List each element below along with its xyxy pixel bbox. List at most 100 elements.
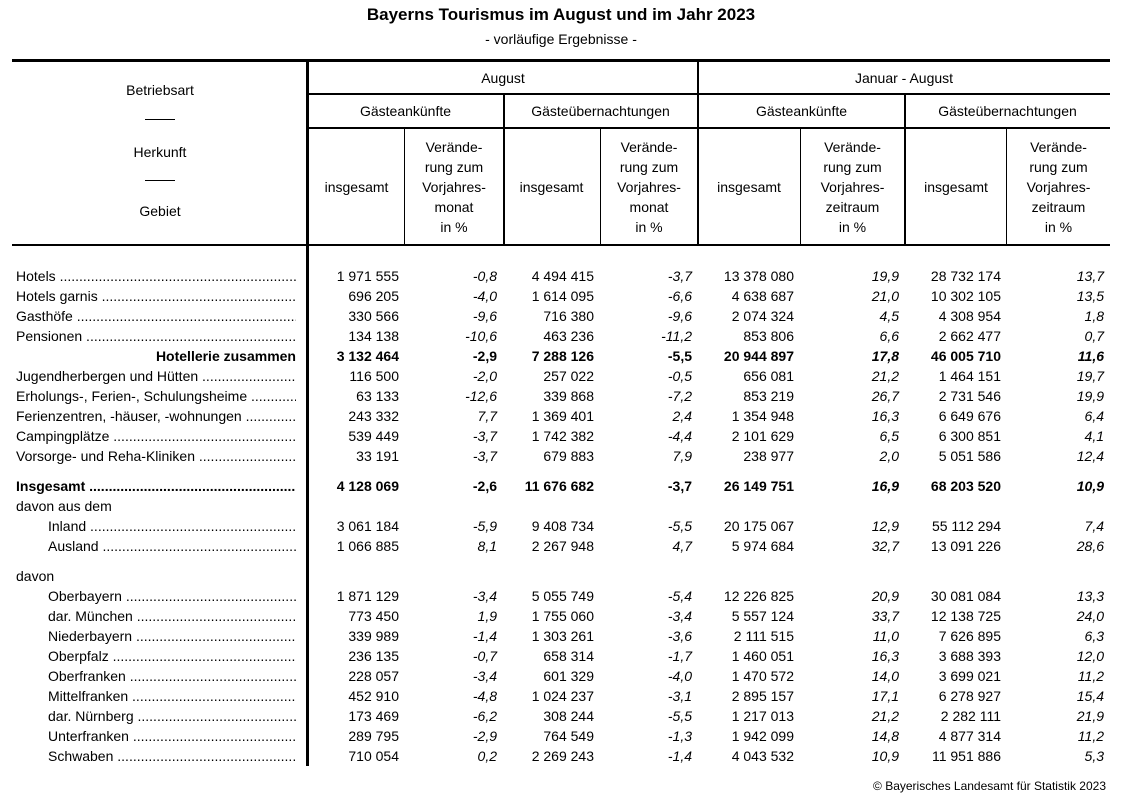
- total-cell: 228 057: [348, 668, 399, 684]
- total-cell: 12 226 825: [723, 588, 794, 604]
- column-divider: [697, 60, 699, 246]
- total-cell: 853 806: [743, 328, 794, 344]
- change-percent-cell: 28,6: [1076, 538, 1104, 554]
- total-cell: 656 081: [743, 368, 794, 384]
- table-row: Oberfranken 228 057 -3,4 601 329 -4,0 1 470 5…: [0, 666, 1122, 686]
- table-row: Mittelfranken 452 910 -4,8 1 024 237 -3,1 2 8…: [0, 686, 1122, 706]
- stub-header-betriebsart: Betriebsart: [126, 82, 194, 98]
- change-percent-cell: 24,0: [1076, 608, 1104, 624]
- change-percent-cell: 11,6: [1077, 348, 1104, 364]
- total-cell: 1 614 095: [531, 288, 594, 304]
- page-subtitle: - vorläufige Ergebnisse -: [485, 31, 637, 47]
- change-percent-cell: -4,0: [667, 668, 692, 684]
- row-label: Schwaben: [48, 746, 296, 766]
- total-cell: 46 005 710: [930, 348, 1001, 364]
- total-cell: 3 699 021: [938, 668, 1001, 684]
- change-percent-cell: -4,0: [472, 288, 497, 304]
- change-percent-cell: -11,2: [661, 328, 692, 344]
- column-header: insgesamt: [924, 178, 988, 195]
- change-percent-cell: 12,4: [1076, 448, 1104, 464]
- change-percent-cell: -5,9: [472, 518, 497, 534]
- change-percent-cell: 13,5: [1076, 288, 1104, 304]
- row-label: Hotellerie zusammen: [155, 348, 296, 364]
- change-percent-cell: 26,7: [871, 388, 899, 404]
- table-row: Unterfranken 289 795 -2,9 764 549 -1,3 1 942 …: [0, 726, 1122, 746]
- total-cell: 243 332: [348, 408, 399, 424]
- stub-separator: [145, 180, 175, 181]
- total-cell: 4 043 532: [731, 748, 794, 764]
- row-label: Hotels garnis: [16, 286, 296, 306]
- table-row: Oberpfalz 236 135 -0,7 658 314 -1,7 1 460 051…: [0, 646, 1122, 666]
- column-divider: [800, 128, 801, 246]
- total-cell: 710 054: [348, 748, 399, 764]
- change-percent-cell: 21,9: [1076, 708, 1104, 724]
- total-cell: 13 091 226: [930, 538, 1001, 554]
- change-percent-cell: 0,2: [477, 748, 497, 764]
- total-cell: 2 267 948: [531, 538, 594, 554]
- table-row: Niederbayern 339 989 -1,4 1 303 261 -3,6 2 11…: [0, 626, 1122, 646]
- total-cell: 55 112 294: [931, 518, 1001, 534]
- change-percent-cell: 10,9: [1076, 478, 1104, 494]
- change-percent-cell: -1,7: [667, 648, 692, 664]
- table-row: Gasthöfe 330 566 -9,6 716 380 -9,6 2 074 324 4…: [0, 306, 1122, 326]
- header-bottom-rule: [12, 244, 1110, 246]
- total-cell: 3 061 184: [336, 518, 399, 534]
- total-cell: 2 895 157: [731, 688, 794, 704]
- table-row: dar. Nürnberg 173 469 -6,2 308 244 -5,5 1 217…: [0, 706, 1122, 726]
- change-percent-cell: 5,3: [1084, 748, 1104, 764]
- change-percent-cell: 16,3: [871, 408, 899, 424]
- total-cell: 173 469: [348, 708, 399, 724]
- change-percent-cell: 2,0: [879, 448, 899, 464]
- total-cell: 339 868: [543, 388, 594, 404]
- change-percent-cell: 19,9: [871, 268, 899, 284]
- total-cell: 4 128 069: [336, 478, 399, 494]
- change-percent-cell: -10,6: [465, 328, 497, 344]
- total-cell: 4 308 954: [938, 308, 1001, 324]
- change-percent-cell: -5,5: [667, 348, 692, 364]
- total-cell: 33 191: [356, 448, 399, 464]
- change-percent-cell: -1,4: [667, 748, 692, 764]
- group-header-august: August: [481, 69, 525, 86]
- total-cell: 2 269 243: [531, 748, 594, 764]
- total-cell: 1 217 013: [731, 708, 794, 724]
- stub-separator: [145, 119, 175, 120]
- total-cell: 6 278 927: [938, 688, 1001, 704]
- change-percent-cell: 14,0: [871, 668, 899, 684]
- column-divider: [904, 94, 906, 246]
- total-cell: 679 883: [543, 448, 594, 464]
- change-percent-cell: -0,8: [472, 268, 497, 284]
- total-cell: 339 989: [348, 628, 399, 644]
- subgroup-header: Gästeübernachtungen: [938, 103, 1077, 119]
- total-cell: 5 557 124: [731, 608, 794, 624]
- change-percent-cell: -3,7: [472, 428, 497, 444]
- change-percent-cell: 19,9: [1076, 388, 1104, 404]
- row-label: Insgesamt: [16, 476, 296, 496]
- change-percent-cell: 21,2: [871, 368, 899, 384]
- total-cell: 63 133: [356, 388, 399, 404]
- table-row: Oberbayern 1 871 129 -3,4 5 055 749 -5,4 12 2…: [0, 586, 1122, 606]
- change-percent-cell: -3,4: [667, 608, 692, 624]
- total-cell: 1 303 261: [531, 628, 594, 644]
- total-cell: 13 378 080: [723, 268, 794, 284]
- total-cell: 696 205: [348, 288, 399, 304]
- subgroup-header: Gästeankünfte: [359, 103, 452, 119]
- table-row: Hotels 1 971 555 -0,8 4 494 415 -3,7 13 378 0…: [0, 266, 1122, 286]
- total-cell: 2 662 477: [938, 328, 1001, 344]
- row-label: Ausland: [48, 536, 296, 556]
- table-top-rule: [12, 59, 1110, 62]
- change-percent-cell: 20,9: [871, 588, 899, 604]
- row-label: dar. Nürnberg: [48, 706, 296, 726]
- table-row: Inland 3 061 184 -5,9 9 408 734 -5,5 20 175 0…: [0, 516, 1122, 536]
- total-cell: 452 910: [348, 688, 399, 704]
- row-label: Campingplätze: [16, 426, 296, 446]
- change-percent-cell: -2,6: [472, 478, 497, 494]
- row-label: Oberpfalz: [48, 646, 296, 666]
- group-rule: [308, 93, 1110, 95]
- change-percent-cell: 32,7: [871, 538, 899, 554]
- table-row: Jugendherbergen und Hütten 116 500 -2,0 257…: [0, 366, 1122, 386]
- change-percent-cell: 11,0: [872, 628, 899, 644]
- table-row: Vorsorge- und Reha-Kliniken 33 191 -3,7 679…: [0, 446, 1122, 466]
- total-cell: 20 944 897: [723, 348, 794, 364]
- change-percent-cell: 7,9: [672, 448, 692, 464]
